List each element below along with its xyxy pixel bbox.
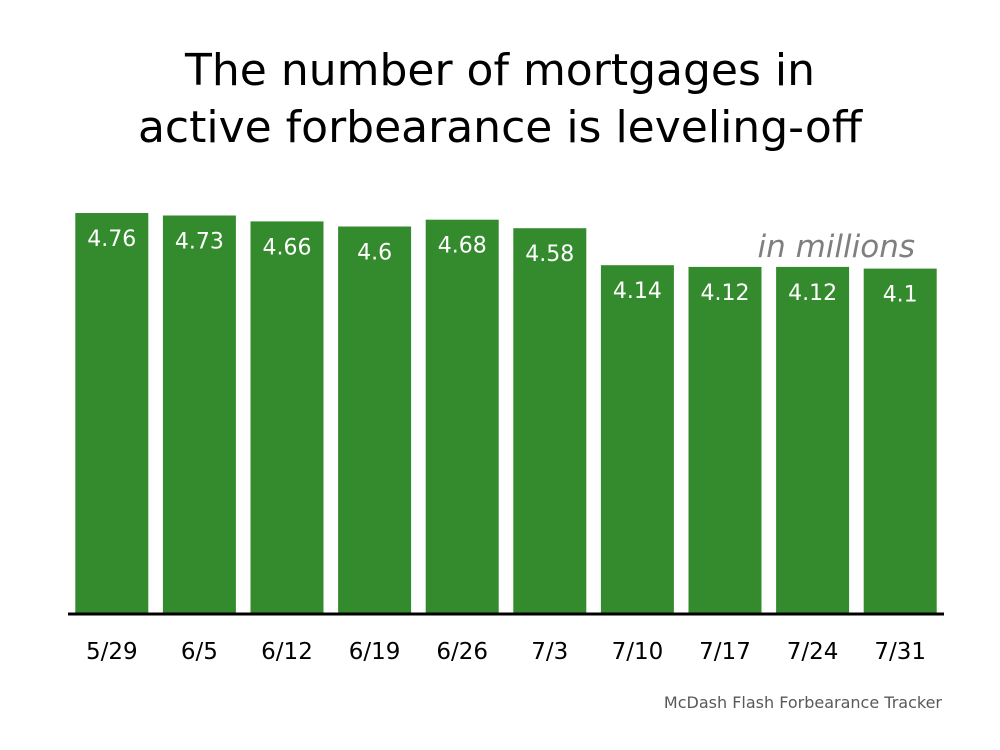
value-label-7-17: 4.12	[701, 281, 750, 306]
bar-7-31	[863, 268, 937, 614]
value-label-6-19: 4.6	[357, 241, 392, 266]
x-tick-label-7-24: 7/24	[787, 639, 839, 665]
chart-title: The number of mortgages in active forbea…	[0, 42, 1000, 156]
chart-title-line-1: The number of mortgages in	[185, 45, 815, 96]
value-label-7-31: 4.1	[883, 283, 918, 308]
x-tick-labels-group: 5/29 6/5 6/12 6/19 6/26 7/3 7/10 7/17 7/24 7/31	[86, 639, 926, 665]
x-tick-label-7-3: 7/3	[531, 639, 568, 665]
units-note: in millions	[757, 229, 915, 265]
x-tick-label-7-10: 7/10	[612, 639, 664, 665]
bar-5-29	[75, 213, 149, 614]
bar-7-17	[688, 266, 762, 614]
value-label-7-3: 4.58	[525, 242, 574, 267]
value-label-6-26: 4.68	[438, 234, 487, 259]
value-labels-group: 4.76 4.73 4.66 4.6 4.68 4.58 4.14 4.12 4.12 4.1	[87, 227, 917, 308]
x-tick-label-5-29: 5/29	[86, 639, 138, 665]
bars-group	[75, 213, 937, 614]
source-note: McDash Flash Forbearance Tracker	[663, 693, 942, 712]
x-tick-label-6-12: 6/12	[261, 639, 313, 665]
bar-6-5	[162, 215, 236, 614]
value-label-7-24: 4.12	[788, 281, 837, 306]
x-tick-label-7-17: 7/17	[699, 639, 751, 665]
value-label-6-12: 4.66	[263, 235, 312, 260]
chart-title-line-2: active forbearance is leveling-off	[137, 102, 863, 153]
value-label-6-5: 4.73	[175, 230, 224, 255]
bar-6-12	[250, 221, 324, 614]
bar-7-3	[513, 228, 587, 614]
bar-7-24	[776, 266, 850, 614]
x-tick-label-7-31: 7/31	[874, 639, 926, 665]
x-tick-label-6-26: 6/26	[436, 639, 488, 665]
bar-6-26	[425, 219, 499, 614]
x-tick-label-6-5: 6/5	[181, 639, 218, 665]
bar-6-19	[338, 226, 412, 614]
x-tick-label-6-19: 6/19	[349, 639, 401, 665]
bar-7-10	[600, 265, 674, 614]
value-label-7-10: 4.14	[613, 279, 662, 304]
value-label-5-29: 4.76	[87, 227, 136, 252]
